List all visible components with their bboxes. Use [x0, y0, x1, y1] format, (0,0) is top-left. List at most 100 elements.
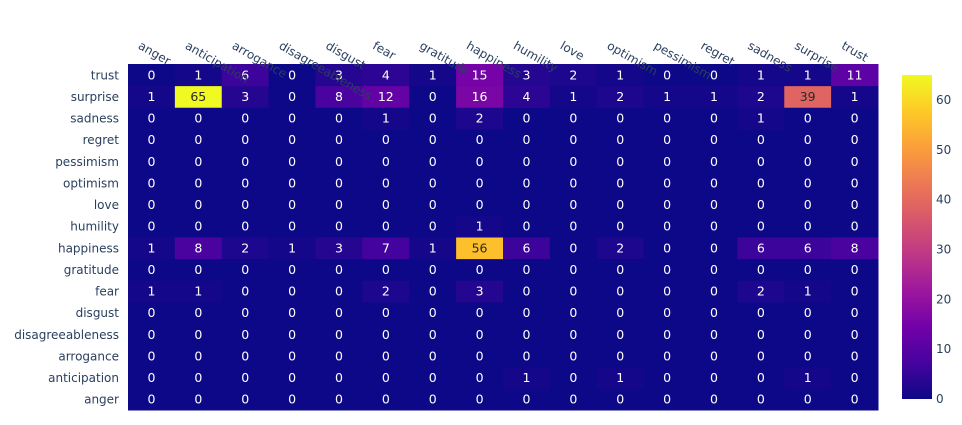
- cell-value-label: 0: [663, 327, 671, 342]
- heatmap-cell: [268, 237, 316, 260]
- heatmap-cell: [409, 301, 457, 324]
- cell-value-label: 0: [569, 392, 577, 407]
- cell-value-label: 0: [476, 132, 484, 147]
- heatmap-cell: [643, 172, 691, 195]
- heatmap-cell: [503, 172, 551, 195]
- heatmap-cell: [643, 366, 691, 389]
- cell-value-label: 0: [663, 197, 671, 212]
- heatmap-cell: [596, 64, 645, 87]
- cell-value-label: 0: [288, 392, 296, 407]
- cell-value-label: 0: [851, 327, 859, 342]
- cell-value-label: 0: [569, 262, 577, 277]
- heatmap-cell: [784, 388, 832, 411]
- cell-value-label: 0: [335, 305, 343, 320]
- cell-value-label: 0: [757, 348, 765, 363]
- heatmap-cell: [503, 323, 551, 346]
- y-tick-label: arrogance: [58, 349, 119, 363]
- cell-value-label: 0: [851, 392, 859, 407]
- heatmap-cell: [456, 366, 504, 389]
- cell-value-label: 0: [335, 284, 343, 299]
- heatmap-cell: [362, 345, 410, 368]
- heatmap-cell: [549, 150, 598, 173]
- x-tick-label: anger: [136, 38, 173, 68]
- cell-value-label: 0: [757, 154, 765, 169]
- cell-value-label: 0: [382, 132, 390, 147]
- heatmap-cell: [268, 64, 316, 87]
- heatmap-cell: [737, 193, 785, 216]
- cell-value-label: 0: [429, 219, 437, 234]
- heatmap-cell: [315, 323, 363, 346]
- heatmap-cell: [737, 85, 785, 108]
- colorbar-tick-label: 40: [936, 193, 951, 207]
- heatmap-cell: [643, 215, 691, 238]
- heatmap-cell: [409, 366, 457, 389]
- cell-value-label: 11: [847, 67, 863, 82]
- heatmap-cell: [831, 215, 879, 238]
- heatmap-cell: [268, 388, 316, 411]
- cell-value-label: 0: [288, 305, 296, 320]
- heatmap-cell: [643, 64, 691, 87]
- heatmap-cell: [268, 85, 316, 108]
- heatmap-cell: [221, 237, 270, 260]
- heatmap-cell: [315, 388, 363, 411]
- cell-value-label: 0: [241, 219, 249, 234]
- cell-value-label: 0: [851, 219, 859, 234]
- heatmap-cell: [831, 85, 879, 108]
- heatmap-cell: [315, 85, 363, 108]
- heatmap-cell: [409, 215, 457, 238]
- heatmap-cell: [737, 366, 785, 389]
- heatmap-cell: [456, 345, 504, 368]
- heatmap-cell: [174, 85, 223, 108]
- cell-value-label: 0: [710, 392, 718, 407]
- heatmap-cell: [128, 366, 176, 389]
- heatmap-cell: [409, 85, 457, 108]
- heatmap-cell: [643, 301, 691, 324]
- cell-value-label: 0: [757, 392, 765, 407]
- cell-value-label: 0: [147, 111, 155, 126]
- cell-value-label: 0: [804, 262, 812, 277]
- heatmap-cell: [596, 172, 645, 195]
- heatmap-cell: [362, 172, 410, 195]
- cell-value-label: 0: [804, 305, 812, 320]
- cell-value-label: 0: [335, 327, 343, 342]
- heatmap-cell: [174, 366, 223, 389]
- cell-value-label: 0: [757, 175, 765, 190]
- cell-value-label: 0: [522, 154, 530, 169]
- y-tick-label: pessimism: [55, 155, 119, 169]
- cell-value-label: 0: [476, 305, 484, 320]
- cell-value-label: 0: [147, 219, 155, 234]
- heatmap-cell: [596, 150, 645, 173]
- cell-value-label: 0: [147, 305, 155, 320]
- heatmap-cell: [268, 345, 316, 368]
- cell-value-label: 1: [288, 240, 296, 255]
- y-tick-label: trust: [91, 68, 119, 82]
- cell-value-label: 0: [335, 132, 343, 147]
- heatmap-cell: [784, 258, 832, 281]
- cell-value-label: 0: [241, 197, 249, 212]
- cell-value-label: 0: [616, 327, 624, 342]
- heatmap-cell: [690, 237, 738, 260]
- heatmap-cell: [362, 323, 410, 346]
- cell-value-label: 0: [288, 284, 296, 299]
- cell-value-label: 0: [522, 284, 530, 299]
- y-tick-label: gratitude: [64, 263, 119, 277]
- heatmap-cell: [128, 301, 176, 324]
- heatmap-cell: [549, 301, 598, 324]
- heatmap-cell: [268, 280, 316, 303]
- heatmap-cell: [315, 150, 363, 173]
- heatmap-cell: [362, 301, 410, 324]
- cell-value-label: 2: [616, 89, 624, 104]
- cell-value-label: 0: [429, 89, 437, 104]
- cell-value-label: 0: [663, 284, 671, 299]
- heatmap-cell: [643, 280, 691, 303]
- y-tick-label: humility: [70, 220, 119, 234]
- heatmap-cell: [362, 193, 410, 216]
- y-tick-label: love: [94, 198, 119, 212]
- heatmap-cell: [503, 107, 551, 130]
- cell-value-label: 0: [382, 262, 390, 277]
- heatmap-cell: [549, 193, 598, 216]
- heatmap-cell: [737, 172, 785, 195]
- cell-value-label: 0: [616, 305, 624, 320]
- heatmap-cell: [596, 215, 645, 238]
